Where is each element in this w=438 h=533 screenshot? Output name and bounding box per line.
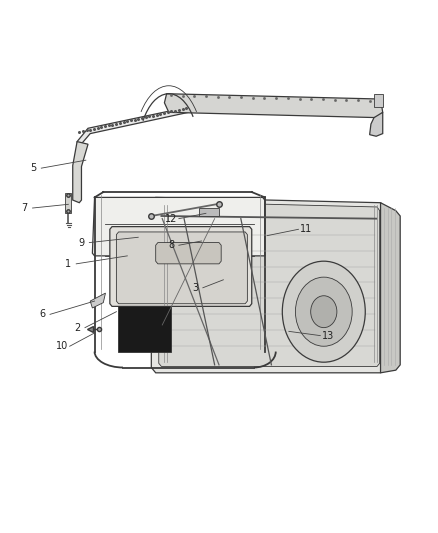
Polygon shape [159,201,380,367]
Text: 12: 12 [165,214,177,224]
Text: 13: 13 [322,330,334,341]
Text: 10: 10 [56,341,68,351]
Polygon shape [164,94,383,118]
Polygon shape [73,142,88,203]
Polygon shape [117,232,247,304]
Polygon shape [374,94,383,107]
Text: 5: 5 [30,163,36,173]
Circle shape [311,296,337,328]
Text: 11: 11 [300,224,312,235]
Text: 3: 3 [192,283,198,293]
Circle shape [283,261,365,362]
Text: 1: 1 [65,259,71,269]
Text: 8: 8 [168,240,174,250]
Text: 7: 7 [21,203,28,213]
Polygon shape [65,193,71,213]
Polygon shape [151,197,385,373]
Text: 2: 2 [74,322,80,333]
Polygon shape [199,208,219,216]
Circle shape [295,277,352,346]
Polygon shape [92,197,265,256]
Polygon shape [90,293,106,308]
Polygon shape [118,306,171,352]
Polygon shape [77,107,188,148]
Text: 6: 6 [39,309,45,319]
Polygon shape [155,243,221,264]
Polygon shape [370,112,383,136]
Polygon shape [381,203,400,373]
Polygon shape [110,227,252,306]
Text: 9: 9 [78,238,85,247]
